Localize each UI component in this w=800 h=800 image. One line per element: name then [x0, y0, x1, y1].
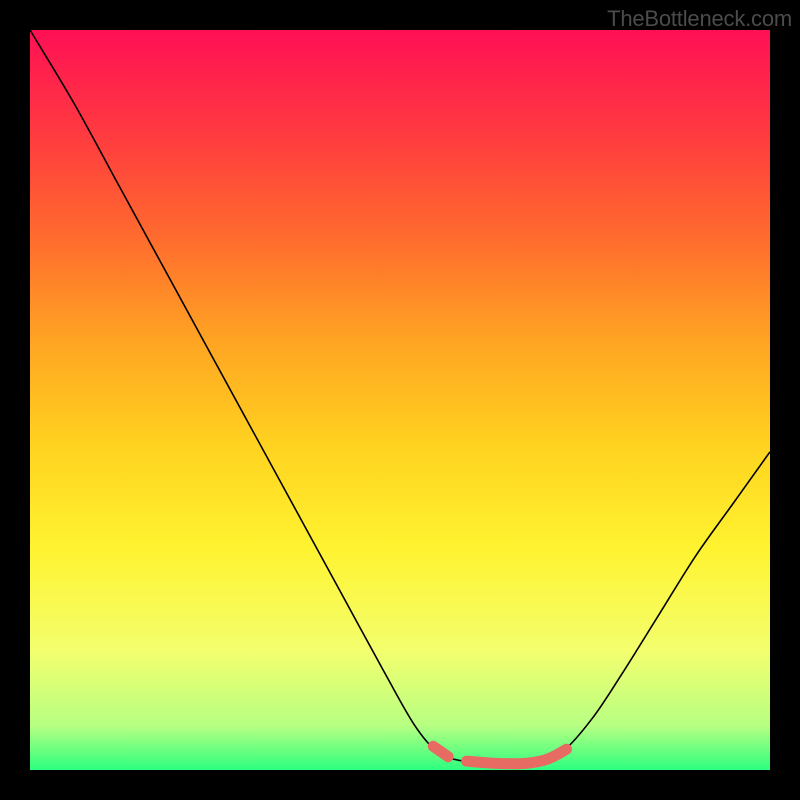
- bottleneck-curve: [30, 30, 770, 763]
- chart-container: TheBottleneck.com: [0, 0, 800, 800]
- plot-area: [30, 30, 770, 770]
- attribution-text: TheBottleneck.com: [607, 6, 792, 32]
- highlight-segment-1: [467, 749, 567, 763]
- highlight-segment-0: [433, 746, 448, 756]
- chart-svg: [30, 30, 770, 770]
